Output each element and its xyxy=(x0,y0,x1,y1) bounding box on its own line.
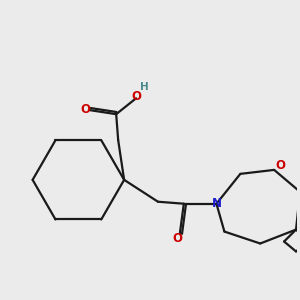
Text: N: N xyxy=(212,197,221,210)
Text: H: H xyxy=(140,82,148,92)
Text: O: O xyxy=(173,232,183,245)
Text: O: O xyxy=(132,90,142,103)
Text: O: O xyxy=(80,103,91,116)
Text: O: O xyxy=(275,159,285,172)
